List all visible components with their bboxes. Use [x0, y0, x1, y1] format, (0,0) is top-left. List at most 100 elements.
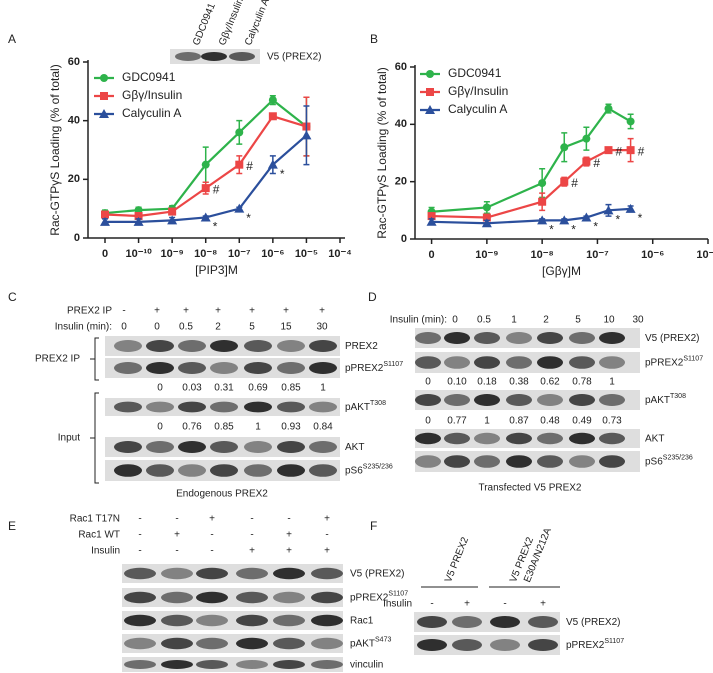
condition-value: 5 [249, 322, 255, 333]
band [124, 614, 156, 627]
marker [582, 157, 591, 166]
band [161, 591, 193, 604]
annotation: # [615, 144, 622, 158]
quantification: 0.77 [447, 416, 467, 427]
band [444, 356, 470, 369]
annotation: # [213, 182, 220, 196]
blot-name: AKT [345, 442, 364, 453]
band [273, 567, 305, 580]
band [569, 394, 595, 406]
blot-name: pAKT [345, 402, 370, 413]
band [124, 567, 156, 580]
lane-label: Calyculin A [243, 0, 272, 47]
quantification: 0.76 [182, 422, 202, 433]
condition-value: 1 [511, 315, 517, 326]
band [599, 394, 625, 406]
band [196, 567, 228, 580]
band [599, 455, 625, 468]
condition-value: + [174, 530, 180, 541]
band [415, 455, 441, 468]
legend-label: Calyculin A [122, 106, 181, 120]
condition-value: + [286, 546, 292, 557]
marker [427, 212, 436, 221]
condition-value: 0 [154, 322, 160, 333]
y-tick-label: 20 [68, 173, 80, 185]
band [474, 394, 500, 406]
band [196, 614, 228, 627]
y-tick-label: 0 [74, 232, 80, 244]
band [277, 441, 305, 453]
quantification: 1 [609, 377, 615, 388]
y-tick-label: 60 [395, 61, 407, 73]
condition-value: 0.5 [179, 322, 193, 333]
x-tick-label: 10⁻⁸ [194, 248, 217, 260]
band [309, 401, 337, 413]
blot-label: V5 (PREX2) [566, 617, 620, 628]
band [311, 614, 343, 627]
blot-site: S1107 [388, 590, 408, 597]
quantification: 0.03 [182, 383, 202, 394]
band [474, 432, 500, 445]
blot-name: pPREX2 [566, 640, 605, 651]
band [161, 637, 193, 650]
condition-value: + [154, 306, 160, 317]
condition-value: + [464, 599, 470, 610]
band [146, 362, 174, 374]
band [277, 401, 305, 413]
panel-letter: A [8, 32, 16, 46]
band [277, 464, 305, 477]
x-axis-label: [Gβγ]M [542, 264, 581, 278]
quantification: 0.31 [214, 383, 234, 394]
condition-value: 30 [316, 322, 328, 333]
quantification: 1 [484, 416, 490, 427]
marker [234, 203, 245, 213]
quantification: 0.87 [509, 416, 529, 427]
y-axis-label: Rac-GTPγS Loading (% of total) [375, 67, 389, 238]
band [244, 340, 272, 352]
quantification: 0.78 [572, 377, 592, 388]
band [236, 567, 268, 580]
condition-value: - [210, 530, 213, 541]
band [569, 356, 595, 369]
blot-label: pPREX2S1107 [350, 590, 408, 603]
condition-value: + [209, 514, 215, 525]
condition-value: 2 [543, 315, 549, 326]
marker [168, 207, 177, 216]
marker [604, 104, 613, 113]
marker [100, 92, 108, 100]
quantification: 1 [320, 383, 326, 394]
x-tick-label: 10⁻⁸ [531, 249, 554, 261]
band [196, 660, 228, 669]
lane-label: Gβγ/Insulin [217, 0, 246, 47]
condition-value: - [430, 599, 433, 610]
band [229, 52, 255, 61]
band [178, 362, 206, 374]
band [490, 639, 520, 651]
quantification: 0.62 [540, 377, 560, 388]
quantification: 0.49 [572, 416, 592, 427]
band [146, 441, 174, 453]
band [311, 567, 343, 580]
annotation: * [246, 211, 251, 225]
quantification: 1 [255, 422, 261, 433]
band [506, 455, 532, 468]
band [178, 464, 206, 477]
y-tick-label: 40 [68, 115, 80, 127]
blot-label: pS6S235/236 [645, 454, 693, 467]
blot-site: T308 [670, 393, 686, 400]
annotation: * [593, 220, 598, 234]
condition-label: Insulin (min): [55, 322, 112, 333]
band [201, 52, 227, 61]
band [417, 616, 447, 628]
quantification: 0.93 [281, 422, 301, 433]
band [537, 356, 563, 369]
band [114, 441, 142, 453]
x-tick-label: 10⁻⁴ [328, 248, 351, 260]
blot-name: vinculin [350, 659, 383, 670]
marker [100, 74, 108, 82]
marker [626, 117, 635, 126]
band [273, 637, 305, 650]
condition-value: + [215, 306, 221, 317]
blot-label: pPREX2S1107 [645, 355, 703, 368]
